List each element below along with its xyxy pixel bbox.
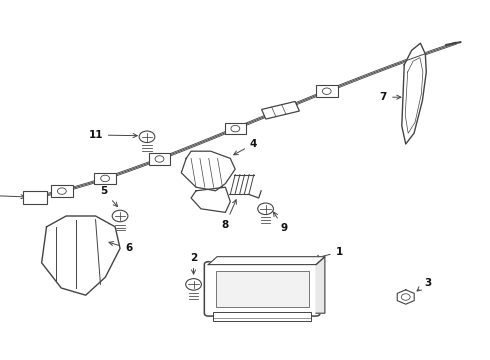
Text: 5: 5 — [100, 186, 118, 207]
Text: 3: 3 — [417, 278, 431, 291]
Polygon shape — [42, 216, 120, 295]
Polygon shape — [181, 151, 235, 191]
Bar — [213, 312, 311, 321]
Text: 4: 4 — [234, 139, 257, 155]
Text: 7: 7 — [380, 92, 401, 102]
Bar — [316, 85, 338, 97]
Polygon shape — [208, 257, 325, 265]
Bar — [95, 173, 116, 184]
Text: 2: 2 — [190, 253, 197, 274]
Polygon shape — [262, 102, 299, 119]
Polygon shape — [397, 290, 414, 304]
Polygon shape — [402, 43, 426, 144]
Polygon shape — [191, 187, 230, 212]
Bar — [149, 153, 171, 165]
Polygon shape — [316, 257, 325, 313]
Text: 10: 10 — [0, 190, 25, 200]
FancyBboxPatch shape — [204, 262, 320, 316]
Bar — [224, 123, 246, 134]
Text: 8: 8 — [222, 200, 236, 230]
Text: 6: 6 — [109, 242, 132, 253]
Bar — [23, 190, 47, 203]
Text: 9: 9 — [273, 212, 288, 233]
Text: 11: 11 — [88, 130, 137, 140]
Bar — [216, 271, 309, 307]
Text: 1: 1 — [315, 247, 343, 259]
Bar — [51, 185, 73, 197]
